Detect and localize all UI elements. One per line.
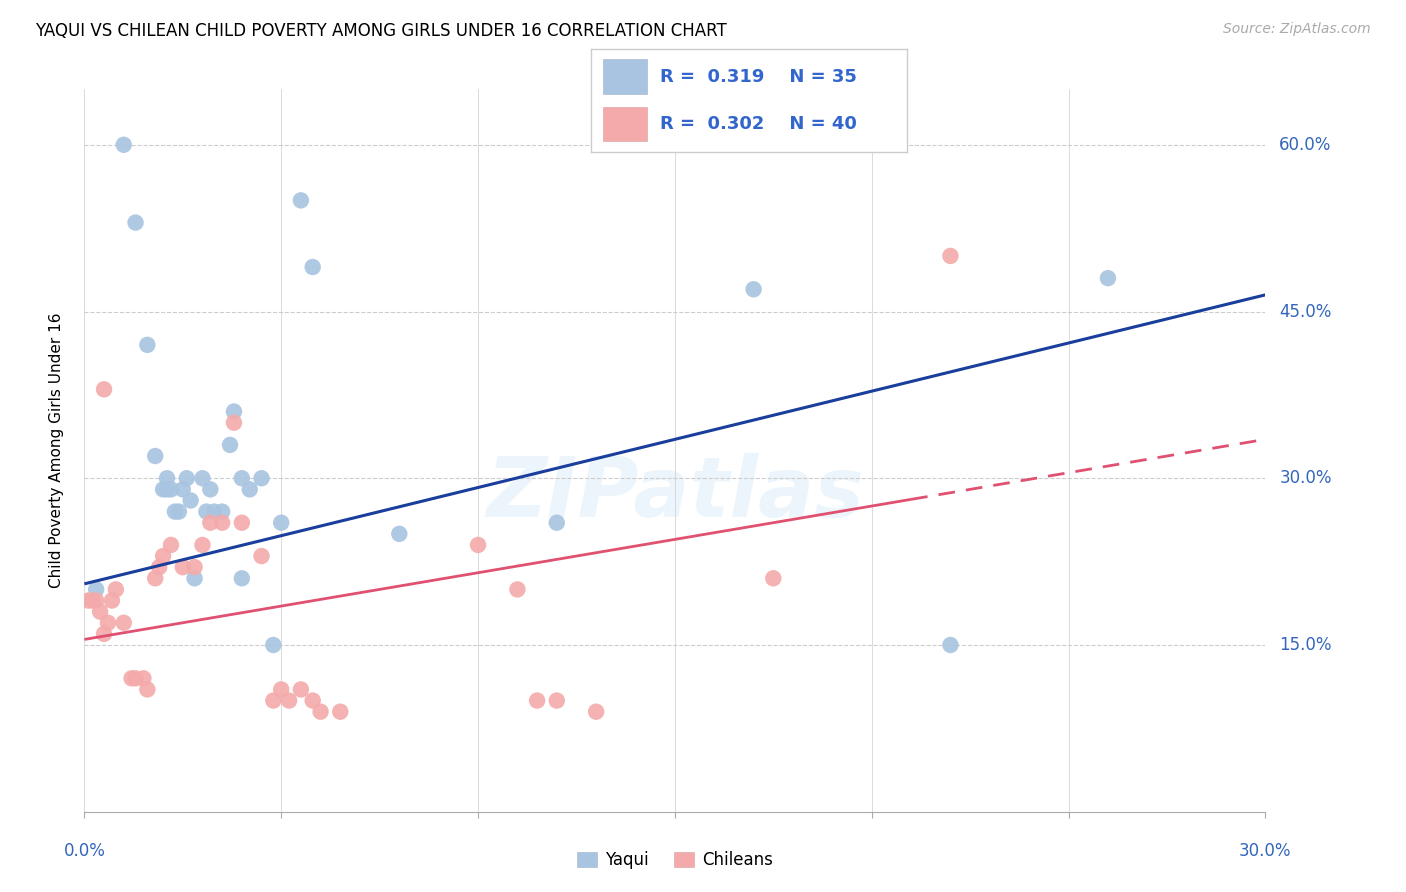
Point (222, 416, 245, 430)
Point (762, 571, 785, 585)
Point (132, 671, 155, 685)
Point (200, 483, 222, 497)
Bar (603, 59, 647, 95)
Point (124, 216, 146, 230)
Point (97, 615, 120, 630)
Point (211, 516, 233, 530)
Point (506, 582, 529, 597)
Text: 45.0%: 45.0% (1279, 302, 1331, 320)
Text: Source: ZipAtlas.com: Source: ZipAtlas.com (1223, 22, 1371, 37)
Point (112, 615, 135, 630)
Point (278, 693, 301, 707)
Point (101, 593, 124, 607)
Legend: Yaqui, Chileans: Yaqui, Chileans (569, 845, 780, 876)
Point (301, 693, 323, 707)
Point (231, 571, 253, 585)
Point (301, 260, 323, 274)
Text: 30.0%: 30.0% (1239, 842, 1292, 860)
Point (93, 382, 115, 396)
Point (143, 571, 166, 585)
Point (84, 582, 107, 597)
Point (148, 560, 170, 574)
Point (112, 137, 135, 152)
Point (124, 671, 146, 685)
Point (191, 471, 214, 485)
Point (77, 593, 100, 607)
Point (202, 505, 225, 519)
Point (742, 282, 765, 296)
Text: 30.0%: 30.0% (1279, 469, 1331, 487)
Point (172, 560, 194, 574)
Point (250, 549, 273, 563)
Text: R =  0.302    N = 40: R = 0.302 N = 40 (661, 115, 858, 133)
Point (939, 249, 962, 263)
Point (222, 404, 245, 418)
Point (250, 471, 273, 485)
Point (388, 526, 411, 541)
Point (156, 471, 179, 485)
Point (136, 682, 159, 697)
Point (143, 449, 166, 463)
Point (467, 538, 489, 552)
Point (136, 338, 159, 352)
Point (160, 538, 183, 552)
Point (219, 438, 242, 452)
Point (546, 693, 568, 707)
Point (290, 682, 312, 697)
Point (195, 505, 218, 519)
Point (262, 638, 284, 652)
Point (231, 516, 253, 530)
Point (82, 593, 104, 607)
Y-axis label: Child Poverty Among Girls Under 16: Child Poverty Among Girls Under 16 (49, 313, 63, 588)
Point (200, 516, 222, 530)
Point (167, 505, 190, 519)
Point (121, 671, 143, 685)
Text: ZIPatlas: ZIPatlas (486, 453, 863, 534)
Point (176, 471, 198, 485)
Point (84, 593, 107, 607)
Point (183, 571, 205, 585)
Text: YAQUI VS CHILEAN CHILD POVERTY AMONG GIRLS UNDER 16 CORRELATION CHART: YAQUI VS CHILEAN CHILD POVERTY AMONG GIR… (35, 22, 727, 40)
Point (939, 638, 962, 652)
Point (152, 549, 174, 563)
Point (526, 693, 548, 707)
Point (93, 627, 115, 641)
Bar (603, 106, 647, 141)
Point (163, 505, 186, 519)
Point (191, 538, 214, 552)
Text: 60.0%: 60.0% (1279, 136, 1331, 153)
Point (156, 483, 179, 497)
Point (160, 483, 183, 497)
Point (152, 483, 174, 497)
Point (211, 505, 233, 519)
Point (172, 483, 194, 497)
Point (1097, 271, 1119, 285)
Point (104, 582, 127, 597)
Point (585, 705, 607, 719)
Point (546, 516, 568, 530)
Text: R =  0.319    N = 35: R = 0.319 N = 35 (661, 68, 858, 86)
Point (309, 705, 332, 719)
Point (239, 483, 262, 497)
Text: 15.0%: 15.0% (1279, 636, 1331, 654)
Point (270, 682, 292, 697)
Point (329, 705, 352, 719)
Point (290, 194, 312, 208)
Point (183, 560, 205, 574)
Point (270, 516, 292, 530)
Point (180, 493, 202, 508)
Point (231, 471, 253, 485)
Text: 0.0%: 0.0% (63, 842, 105, 860)
Point (89, 605, 111, 619)
Point (262, 693, 284, 707)
